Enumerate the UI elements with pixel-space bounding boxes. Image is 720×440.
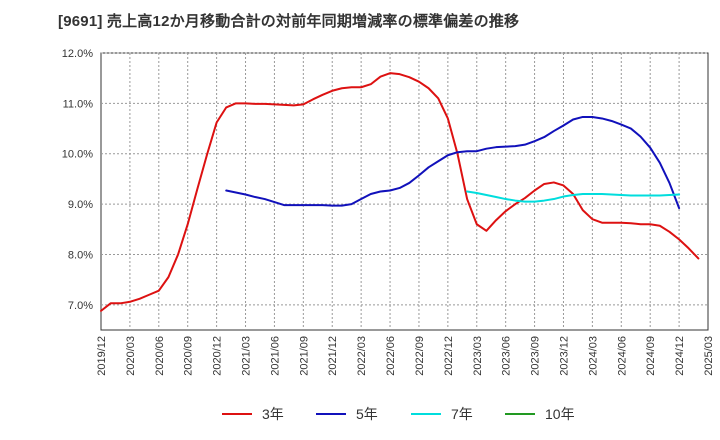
x-tick-label: 2023/09 bbox=[530, 336, 542, 376]
x-tick-label: 2023/06 bbox=[501, 336, 513, 376]
x-tick-label: 2022/03 bbox=[356, 336, 368, 376]
y-axis: 7.0% 8.0% 9.0% 10.0% 11.0% 12.0% bbox=[62, 48, 93, 312]
x-tick-label: 2023/03 bbox=[472, 336, 484, 376]
series-line-0 bbox=[100, 72, 700, 312]
x-tick-label: 2021/09 bbox=[298, 336, 310, 376]
legend-label: 3年 bbox=[262, 406, 284, 422]
x-tick-label: 2020/12 bbox=[212, 336, 224, 376]
x-tick-label: 2024/12 bbox=[674, 336, 686, 376]
x-tick-label: 2024/06 bbox=[616, 336, 628, 376]
x-tick-label: 2025/03 bbox=[703, 336, 715, 376]
y-tick-label: 8.0% bbox=[68, 249, 93, 261]
series-line-1 bbox=[225, 115, 681, 210]
x-tick-label: 2021/12 bbox=[327, 336, 339, 376]
x-tick-label: 2020/09 bbox=[183, 336, 195, 376]
grid bbox=[101, 52, 708, 330]
legend: 3年 5年 7年 10年 bbox=[222, 406, 575, 422]
x-tick-label: 2020/03 bbox=[125, 336, 137, 376]
x-tick-label: 2019/12 bbox=[96, 336, 108, 376]
x-axis: 2019/12 2020/03 2020/06 2020/09 2020/12 2021/… bbox=[96, 336, 715, 376]
x-tick-label: 2021/03 bbox=[241, 336, 253, 376]
x-tick-label: 2021/06 bbox=[269, 336, 281, 376]
plot-area bbox=[100, 52, 709, 331]
x-tick-label: 2020/06 bbox=[154, 336, 166, 376]
x-tick-label: 2023/12 bbox=[558, 336, 570, 376]
y-tick-label: 7.0% bbox=[68, 300, 93, 312]
y-tick-label: 12.0% bbox=[62, 48, 93, 60]
y-tick-label: 10.0% bbox=[62, 149, 93, 161]
x-tick-label: 2022/09 bbox=[414, 336, 426, 376]
x-tick-label: 2024/09 bbox=[645, 336, 657, 376]
series-line-2 bbox=[466, 190, 681, 203]
series-lines bbox=[100, 72, 700, 312]
x-tick-label: 2022/06 bbox=[385, 336, 397, 376]
chart-title: [9691] 売上高12か月移動合計の対前年同期増減率の標準偏差の推移 bbox=[58, 13, 520, 30]
legend-label: 5年 bbox=[356, 406, 378, 422]
legend-label: 10年 bbox=[545, 406, 575, 422]
x-tick-label: 2024/03 bbox=[587, 336, 599, 376]
y-tick-label: 9.0% bbox=[68, 199, 93, 211]
y-tick-label: 11.0% bbox=[63, 98, 94, 110]
x-tick-label: 2022/12 bbox=[443, 336, 455, 376]
legend-label: 7年 bbox=[451, 406, 473, 422]
